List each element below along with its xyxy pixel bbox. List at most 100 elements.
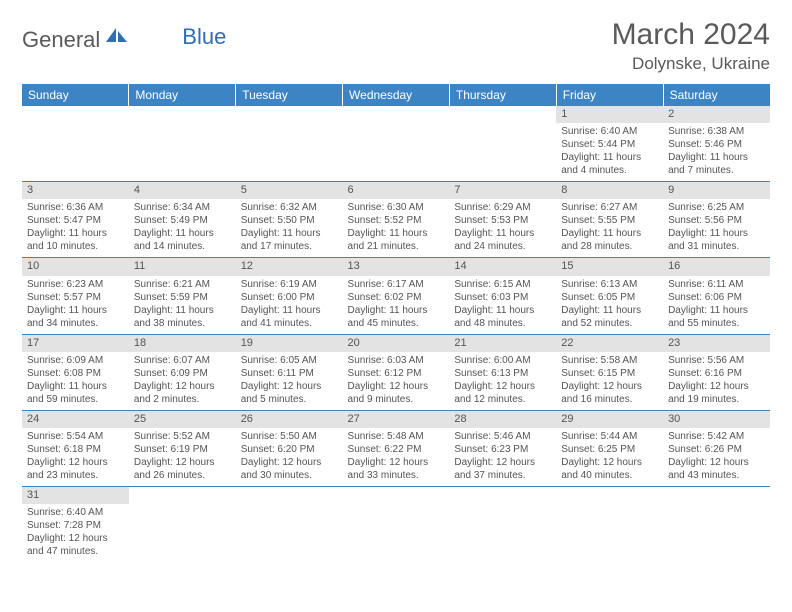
daylight-text-1: Daylight: 11 hours bbox=[561, 227, 658, 240]
daylight-text-2: and 47 minutes. bbox=[27, 545, 124, 558]
day-number: 21 bbox=[449, 335, 556, 352]
day-content: Sunrise: 5:58 AMSunset: 6:15 PMDaylight:… bbox=[556, 352, 663, 410]
calendar-cell: 15Sunrise: 6:13 AMSunset: 6:05 PMDayligh… bbox=[556, 258, 663, 334]
day-number: 9 bbox=[663, 182, 770, 199]
day-content: Sunrise: 6:07 AMSunset: 6:09 PMDaylight:… bbox=[129, 352, 236, 410]
sunrise-text: Sunrise: 6:13 AM bbox=[561, 278, 658, 291]
calendar-cell: 20Sunrise: 6:03 AMSunset: 6:12 PMDayligh… bbox=[343, 334, 450, 410]
calendar-cell: 16Sunrise: 6:11 AMSunset: 6:06 PMDayligh… bbox=[663, 258, 770, 334]
daylight-text-2: and 17 minutes. bbox=[241, 240, 338, 253]
sunset-text: Sunset: 6:11 PM bbox=[241, 367, 338, 380]
day-number: 31 bbox=[22, 487, 129, 504]
calendar-cell: 29Sunrise: 5:44 AMSunset: 6:25 PMDayligh… bbox=[556, 410, 663, 486]
daylight-text-2: and 28 minutes. bbox=[561, 240, 658, 253]
weekday-header: Friday bbox=[556, 84, 663, 106]
sunset-text: Sunset: 6:13 PM bbox=[454, 367, 551, 380]
calendar-cell bbox=[22, 106, 129, 182]
month-title: March 2024 bbox=[612, 18, 770, 52]
daylight-text-2: and 7 minutes. bbox=[668, 164, 765, 177]
daylight-text-2: and 4 minutes. bbox=[561, 164, 658, 177]
daylight-text-1: Daylight: 12 hours bbox=[561, 380, 658, 393]
calendar-cell: 22Sunrise: 5:58 AMSunset: 6:15 PMDayligh… bbox=[556, 334, 663, 410]
daylight-text-2: and 19 minutes. bbox=[668, 393, 765, 406]
sunrise-text: Sunrise: 5:48 AM bbox=[348, 430, 445, 443]
weekday-header: Wednesday bbox=[343, 84, 450, 106]
sunset-text: Sunset: 6:15 PM bbox=[561, 367, 658, 380]
day-content: Sunrise: 6:19 AMSunset: 6:00 PMDaylight:… bbox=[236, 276, 343, 334]
sunset-text: Sunset: 5:46 PM bbox=[668, 138, 765, 151]
day-content: Sunrise: 6:27 AMSunset: 5:55 PMDaylight:… bbox=[556, 199, 663, 257]
daylight-text-1: Daylight: 11 hours bbox=[561, 151, 658, 164]
logo-text-1: General bbox=[22, 27, 100, 53]
calendar-table: SundayMondayTuesdayWednesdayThursdayFrid… bbox=[22, 84, 770, 562]
calendar-cell: 30Sunrise: 5:42 AMSunset: 6:26 PMDayligh… bbox=[663, 410, 770, 486]
sunrise-text: Sunrise: 6:27 AM bbox=[561, 201, 658, 214]
sunrise-text: Sunrise: 6:34 AM bbox=[134, 201, 231, 214]
day-content: Sunrise: 5:54 AMSunset: 6:18 PMDaylight:… bbox=[22, 428, 129, 486]
calendar-cell bbox=[343, 106, 450, 182]
daylight-text-2: and 31 minutes. bbox=[668, 240, 765, 253]
sunrise-text: Sunrise: 5:52 AM bbox=[134, 430, 231, 443]
calendar-cell bbox=[663, 486, 770, 562]
calendar-cell: 28Sunrise: 5:46 AMSunset: 6:23 PMDayligh… bbox=[449, 410, 556, 486]
daylight-text-1: Daylight: 11 hours bbox=[348, 227, 445, 240]
sunset-text: Sunset: 6:18 PM bbox=[27, 443, 124, 456]
weekday-header: Monday bbox=[129, 84, 236, 106]
calendar-cell: 17Sunrise: 6:09 AMSunset: 6:08 PMDayligh… bbox=[22, 334, 129, 410]
day-number: 25 bbox=[129, 411, 236, 428]
day-content: Sunrise: 6:09 AMSunset: 6:08 PMDaylight:… bbox=[22, 352, 129, 410]
sunrise-text: Sunrise: 6:17 AM bbox=[348, 278, 445, 291]
day-number: 30 bbox=[663, 411, 770, 428]
sunset-text: Sunset: 6:09 PM bbox=[134, 367, 231, 380]
daylight-text-2: and 52 minutes. bbox=[561, 317, 658, 330]
sunset-text: Sunset: 6:00 PM bbox=[241, 291, 338, 304]
daylight-text-1: Daylight: 12 hours bbox=[668, 456, 765, 469]
sunrise-text: Sunrise: 6:07 AM bbox=[134, 354, 231, 367]
daylight-text-1: Daylight: 12 hours bbox=[241, 380, 338, 393]
calendar-body: 1Sunrise: 6:40 AMSunset: 5:44 PMDaylight… bbox=[22, 106, 770, 562]
sunset-text: Sunset: 6:26 PM bbox=[668, 443, 765, 456]
calendar-row: 17Sunrise: 6:09 AMSunset: 6:08 PMDayligh… bbox=[22, 334, 770, 410]
calendar-cell: 31Sunrise: 6:40 AMSunset: 7:28 PMDayligh… bbox=[22, 486, 129, 562]
sunrise-text: Sunrise: 6:32 AM bbox=[241, 201, 338, 214]
day-content: Sunrise: 6:17 AMSunset: 6:02 PMDaylight:… bbox=[343, 276, 450, 334]
daylight-text-2: and 33 minutes. bbox=[348, 469, 445, 482]
calendar-cell bbox=[129, 106, 236, 182]
daylight-text-2: and 38 minutes. bbox=[134, 317, 231, 330]
calendar-row: 24Sunrise: 5:54 AMSunset: 6:18 PMDayligh… bbox=[22, 410, 770, 486]
day-content: Sunrise: 5:52 AMSunset: 6:19 PMDaylight:… bbox=[129, 428, 236, 486]
daylight-text-1: Daylight: 12 hours bbox=[561, 456, 658, 469]
day-number: 3 bbox=[22, 182, 129, 199]
sunrise-text: Sunrise: 5:50 AM bbox=[241, 430, 338, 443]
daylight-text-2: and 59 minutes. bbox=[27, 393, 124, 406]
daylight-text-2: and 5 minutes. bbox=[241, 393, 338, 406]
calendar-cell: 21Sunrise: 6:00 AMSunset: 6:13 PMDayligh… bbox=[449, 334, 556, 410]
daylight-text-1: Daylight: 11 hours bbox=[241, 227, 338, 240]
day-number: 7 bbox=[449, 182, 556, 199]
day-number: 19 bbox=[236, 335, 343, 352]
daylight-text-1: Daylight: 11 hours bbox=[454, 227, 551, 240]
day-content: Sunrise: 5:44 AMSunset: 6:25 PMDaylight:… bbox=[556, 428, 663, 486]
weekday-header: Saturday bbox=[663, 84, 770, 106]
sunset-text: Sunset: 6:03 PM bbox=[454, 291, 551, 304]
sunset-text: Sunset: 6:05 PM bbox=[561, 291, 658, 304]
daylight-text-2: and 9 minutes. bbox=[348, 393, 445, 406]
calendar-cell: 19Sunrise: 6:05 AMSunset: 6:11 PMDayligh… bbox=[236, 334, 343, 410]
daylight-text-1: Daylight: 11 hours bbox=[27, 304, 124, 317]
sunset-text: Sunset: 5:52 PM bbox=[348, 214, 445, 227]
calendar-cell: 13Sunrise: 6:17 AMSunset: 6:02 PMDayligh… bbox=[343, 258, 450, 334]
day-number: 24 bbox=[22, 411, 129, 428]
daylight-text-1: Daylight: 12 hours bbox=[454, 380, 551, 393]
sunrise-text: Sunrise: 5:44 AM bbox=[561, 430, 658, 443]
calendar-cell: 9Sunrise: 6:25 AMSunset: 5:56 PMDaylight… bbox=[663, 182, 770, 258]
weekday-header: Tuesday bbox=[236, 84, 343, 106]
day-content: Sunrise: 6:13 AMSunset: 6:05 PMDaylight:… bbox=[556, 276, 663, 334]
calendar-cell bbox=[449, 106, 556, 182]
day-content: Sunrise: 6:15 AMSunset: 6:03 PMDaylight:… bbox=[449, 276, 556, 334]
calendar-cell: 18Sunrise: 6:07 AMSunset: 6:09 PMDayligh… bbox=[129, 334, 236, 410]
sunrise-text: Sunrise: 5:54 AM bbox=[27, 430, 124, 443]
day-content: Sunrise: 6:36 AMSunset: 5:47 PMDaylight:… bbox=[22, 199, 129, 257]
sunset-text: Sunset: 6:20 PM bbox=[241, 443, 338, 456]
sunset-text: Sunset: 6:19 PM bbox=[134, 443, 231, 456]
sunrise-text: Sunrise: 5:58 AM bbox=[561, 354, 658, 367]
